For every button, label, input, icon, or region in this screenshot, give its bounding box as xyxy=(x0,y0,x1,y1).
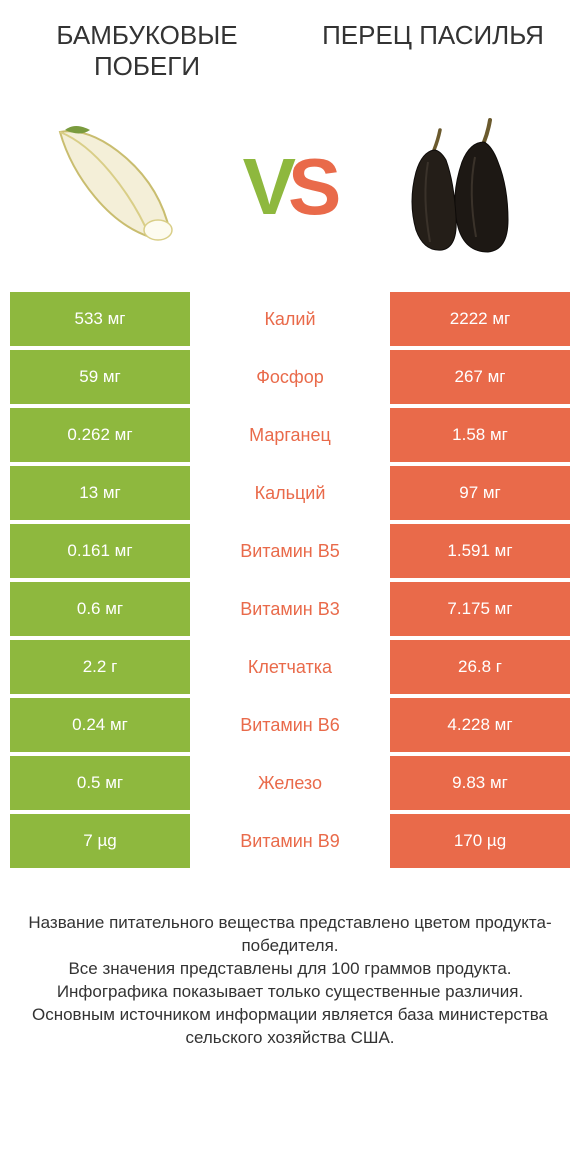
bamboo-shoot-icon xyxy=(30,102,200,272)
nutrient-label: Марганец xyxy=(190,408,390,462)
nutrient-table: 533 мгКалий2222 мг59 мгФосфор267 мг0.262… xyxy=(0,292,580,868)
nutrient-label: Витамин B5 xyxy=(190,524,390,578)
value-left: 13 мг xyxy=(10,466,190,520)
value-right: 267 мг xyxy=(390,350,570,404)
nutrient-label: Витамин B6 xyxy=(190,698,390,752)
value-left: 7 µg xyxy=(10,814,190,868)
image-left xyxy=(30,102,200,272)
value-left: 0.24 мг xyxy=(10,698,190,752)
nutrient-label: Клетчатка xyxy=(190,640,390,694)
nutrient-label: Железо xyxy=(190,756,390,810)
nutrient-label: Витамин B3 xyxy=(190,582,390,636)
nutrient-label: Кальций xyxy=(190,466,390,520)
vs-s: S xyxy=(288,141,337,233)
titles-row: БАМБУКОВЫЕ ПОБЕГИ ПЕРЕЦ ПАСИЛЬЯ xyxy=(0,0,580,92)
value-right: 7.175 мг xyxy=(390,582,570,636)
table-row: 0.6 мгВитамин B37.175 мг xyxy=(10,582,570,636)
value-right: 9.83 мг xyxy=(390,756,570,810)
value-right: 97 мг xyxy=(390,466,570,520)
table-row: 59 мгФосфор267 мг xyxy=(10,350,570,404)
pasilla-pepper-icon xyxy=(380,102,550,272)
value-left: 0.5 мг xyxy=(10,756,190,810)
table-row: 533 мгКалий2222 мг xyxy=(10,292,570,346)
table-row: 13 мгКальций97 мг xyxy=(10,466,570,520)
nutrient-label: Витамин B9 xyxy=(190,814,390,868)
table-row: 7 µgВитамин B9170 µg xyxy=(10,814,570,868)
table-row: 0.161 мгВитамин B51.591 мг xyxy=(10,524,570,578)
value-left: 2.2 г xyxy=(10,640,190,694)
table-row: 2.2 гКлетчатка26.8 г xyxy=(10,640,570,694)
table-row: 0.262 мгМарганец1.58 мг xyxy=(10,408,570,462)
value-left: 533 мг xyxy=(10,292,190,346)
footer-line-2: Все значения представлены для 100 граммо… xyxy=(20,958,560,981)
value-right: 4.228 мг xyxy=(390,698,570,752)
value-left: 0.262 мг xyxy=(10,408,190,462)
value-left: 0.161 мг xyxy=(10,524,190,578)
value-right: 2222 мг xyxy=(390,292,570,346)
vs-v: V xyxy=(243,141,292,233)
table-row: 0.24 мгВитамин B64.228 мг xyxy=(10,698,570,752)
hero-row: V S xyxy=(0,92,580,292)
vs-label: V S xyxy=(243,141,338,233)
image-right xyxy=(380,102,550,272)
nutrient-label: Калий xyxy=(190,292,390,346)
title-right: ПЕРЕЦ ПАСИЛЬЯ xyxy=(316,20,550,82)
value-right: 170 µg xyxy=(390,814,570,868)
nutrient-label: Фосфор xyxy=(190,350,390,404)
footer-line-3: Инфографика показывает только существенн… xyxy=(20,981,560,1004)
footer-line-4: Основным источником информации является … xyxy=(20,1004,560,1050)
title-left: БАМБУКОВЫЕ ПОБЕГИ xyxy=(30,20,264,82)
value-right: 1.58 мг xyxy=(390,408,570,462)
value-left: 0.6 мг xyxy=(10,582,190,636)
table-row: 0.5 мгЖелезо9.83 мг xyxy=(10,756,570,810)
value-right: 26.8 г xyxy=(390,640,570,694)
footer-notes: Название питательного вещества представл… xyxy=(0,872,580,1050)
value-left: 59 мг xyxy=(10,350,190,404)
footer-line-1: Название питательного вещества представл… xyxy=(20,912,560,958)
value-right: 1.591 мг xyxy=(390,524,570,578)
